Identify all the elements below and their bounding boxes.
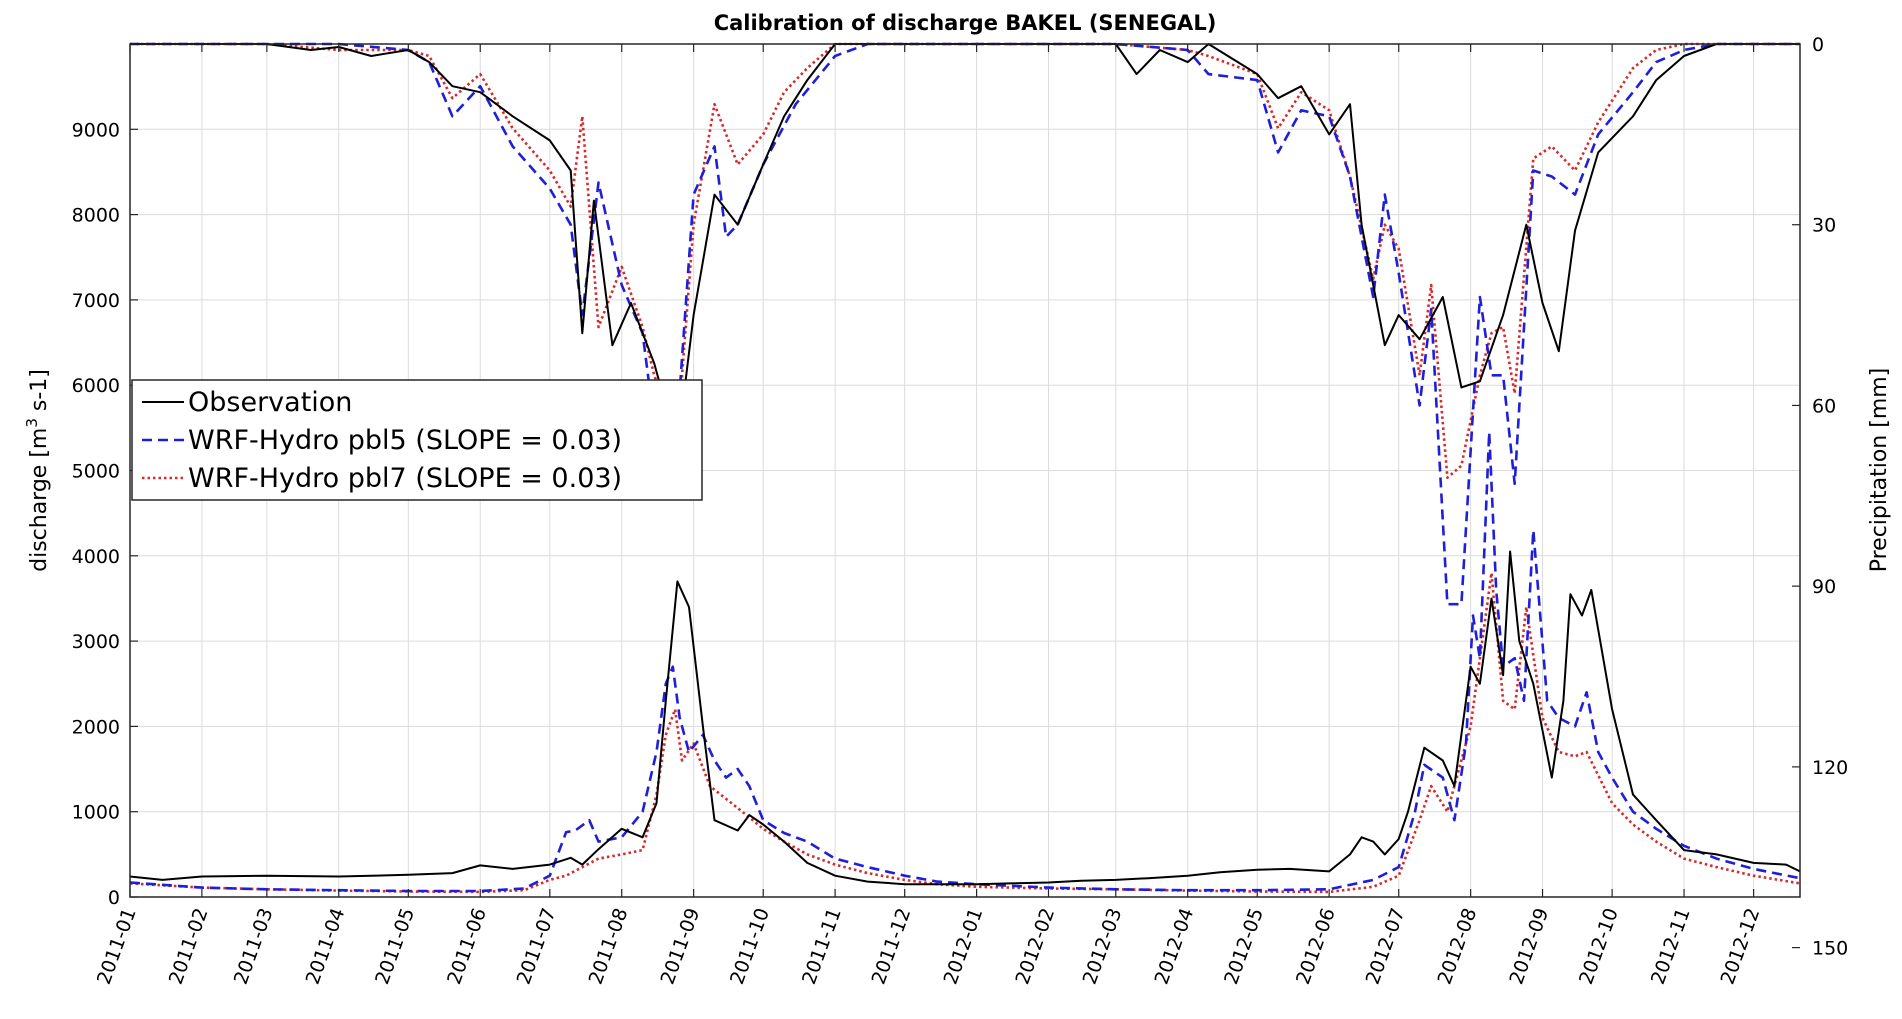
legend: Observation WRF-Hydro pbl5 (SLOPE = 0.03)…: [131, 379, 703, 501]
x-tick-label: 2012-02: [1011, 905, 1059, 987]
x-tick-label: 2011-02: [165, 905, 213, 987]
y-right-tick-label: 150: [1812, 938, 1848, 960]
series-layer: [129, 42, 1801, 894]
y-left-tick-label: 4000: [72, 546, 120, 568]
legend-label-observation: Observation: [188, 387, 352, 418]
x-tick-label: 2011-10: [726, 905, 774, 987]
x-tick-label: 2011-05: [371, 905, 419, 987]
legend-label-wrf-hydro-pbl5-slope-0-03: WRF-Hydro pbl5 (SLOPE = 0.03): [188, 425, 622, 456]
y-axis-left-title-superscript: 3: [23, 418, 41, 428]
x-tick-label: 2011-03: [230, 905, 278, 987]
discharge-line-observation: [129, 550, 1801, 886]
y-left-tick-label: 6000: [72, 375, 120, 397]
x-tick-label: 2012-05: [1220, 905, 1268, 987]
x-tick-label: 2012-11: [1647, 905, 1695, 987]
y-axis-right-ticks: 0 30 60 90 120 150: [1792, 34, 1848, 960]
x-tick-label: 2011-07: [513, 905, 561, 987]
y-axis-left-ticks: 0 1000 2000 3000 4000 5000 6000 7000 8000 9000: [72, 119, 138, 909]
y-axis-right-title: Precipitation [mm]: [1867, 368, 1892, 573]
y-left-tick-label: 1000: [72, 802, 120, 824]
y-right-tick-label: 0: [1812, 34, 1824, 56]
legend-label-wrf-hydro-pbl7-slope-0-03: WRF-Hydro pbl7 (SLOPE = 0.03): [188, 463, 622, 494]
x-tick-label: 2012-04: [1151, 905, 1199, 987]
y-axis-left-title-part-1: discharge [m: [27, 428, 52, 572]
y-left-tick-label: 8000: [72, 205, 120, 227]
x-tick-label: 2012-08: [1434, 905, 1482, 987]
precipitation-line-wrf-hydro-pbl5-slope-0-03: [130, 42, 1800, 606]
y-left-tick-label: 3000: [72, 631, 120, 653]
x-tick-label: 2011-08: [585, 905, 633, 987]
x-tick-label: 2012-10: [1575, 905, 1623, 987]
y-axis-left-title: discharge [m3 s-1]: [23, 369, 52, 572]
x-tick-label: 2012-07: [1362, 905, 1410, 987]
x-tick-label: 2012-09: [1505, 905, 1553, 987]
discharge-line-wrf-hydro-pbl5-slope-0-03: [129, 430, 1801, 893]
precipitation-line-wrf-hydro-pbl7-slope-0-03: [130, 42, 1800, 480]
y-left-tick-label: 9000: [72, 119, 120, 141]
y-left-tick-label: 2000: [72, 716, 120, 738]
x-tick-label: 2011-09: [656, 905, 704, 987]
x-tick-label: 2012-12: [1716, 905, 1764, 987]
y-right-tick-label: 60: [1812, 395, 1836, 417]
y-right-tick-label: 120: [1812, 757, 1848, 779]
y-right-tick-label: 90: [1812, 576, 1836, 598]
y-axis-left-title-part-2: s-1]: [27, 369, 52, 418]
y-left-tick-label: 0: [108, 887, 120, 909]
x-tick-label: 2011-12: [868, 905, 916, 987]
y-left-tick-label: 7000: [72, 290, 120, 312]
x-tick-label: 2012-01: [939, 905, 987, 987]
legend-box: [131, 379, 703, 501]
x-tick-label: 2011-11: [798, 905, 846, 987]
x-tick-label: 2011-04: [302, 905, 350, 987]
x-tick-label: 2012-06: [1292, 905, 1340, 987]
chart-title: Calibration of discharge BAKEL (SENEGAL): [714, 11, 1217, 35]
x-tick-label: 2011-01: [93, 905, 141, 987]
precipitation-line-observation: [130, 43, 1800, 449]
y-left-tick-label: 5000: [72, 461, 120, 483]
y-right-tick-label: 30: [1812, 215, 1836, 237]
x-tick-label: 2011-06: [443, 905, 491, 987]
x-tick-label: 2012-03: [1079, 905, 1127, 987]
